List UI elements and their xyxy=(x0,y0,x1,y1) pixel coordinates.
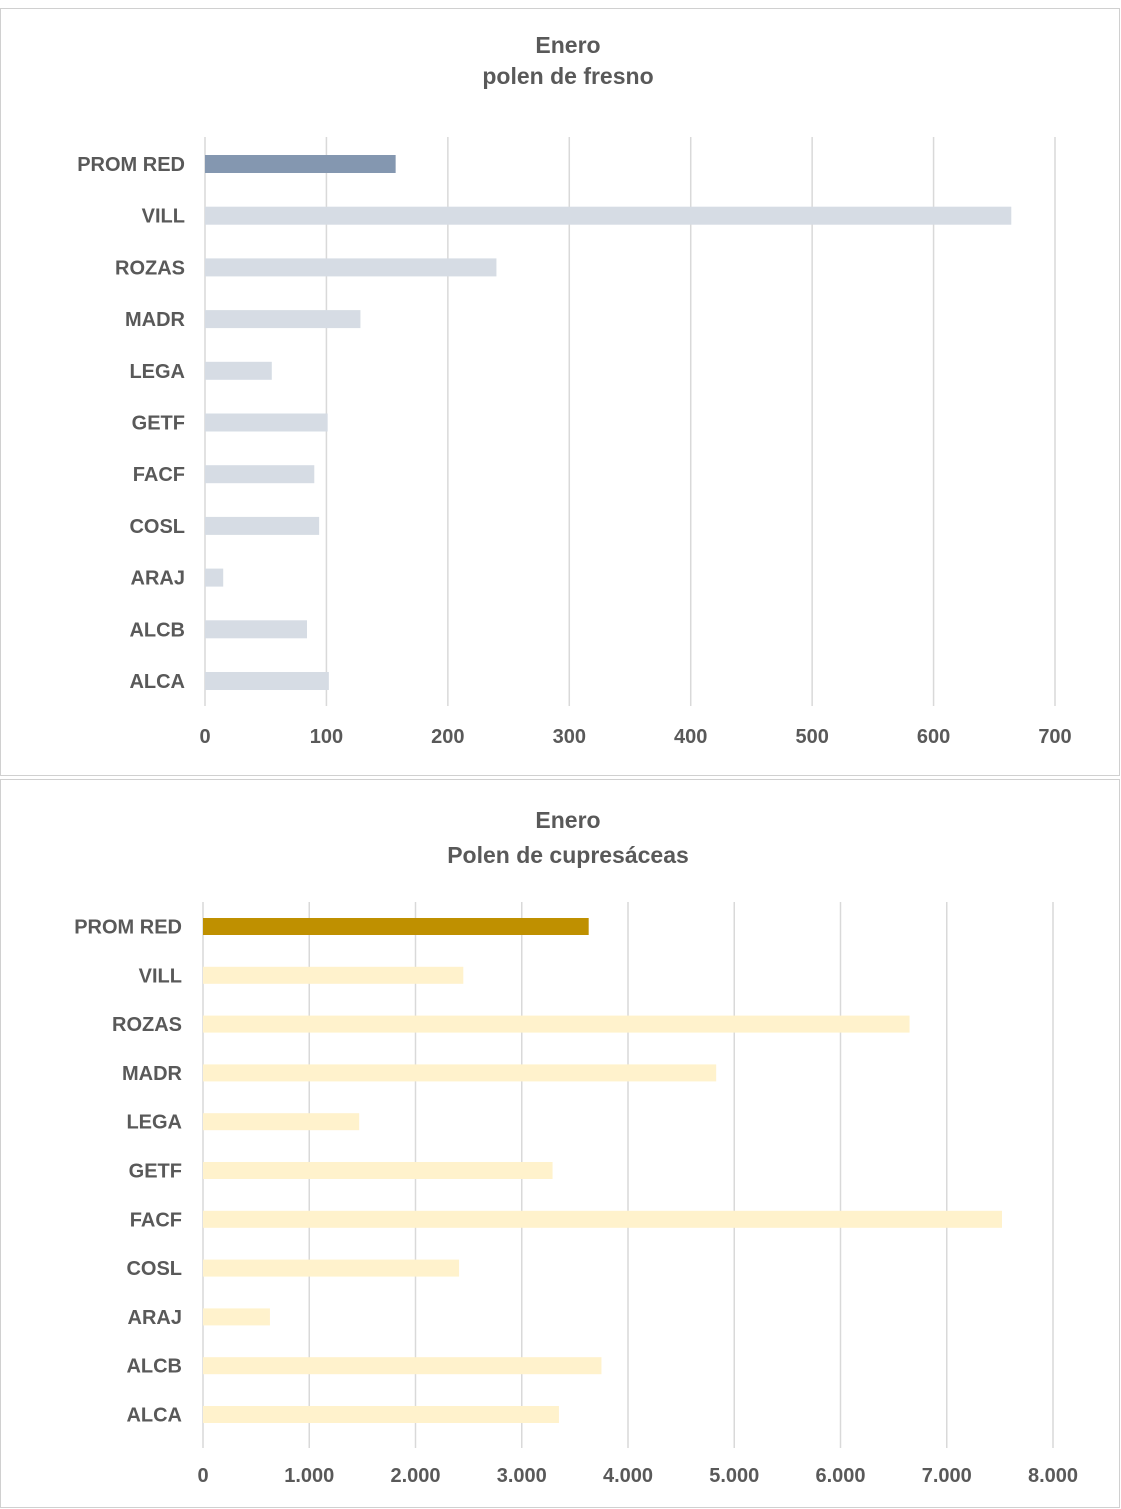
bar-vill xyxy=(205,206,1012,225)
bar-araj xyxy=(203,1308,270,1326)
bar-lega xyxy=(205,361,272,380)
category-label: FACF xyxy=(133,464,185,486)
x-tick-label: 6.000 xyxy=(815,1465,865,1487)
fresno-chart-panel: Enero polen de fresno PROM RED VILL ROZAS M… xyxy=(0,8,1120,776)
x-tick-label: 3.000 xyxy=(497,1465,547,1487)
bar-madr xyxy=(205,310,361,329)
category-label: MADR xyxy=(125,309,186,331)
chart-title-line2: polen de fresno xyxy=(482,63,653,89)
bar-getf xyxy=(205,413,328,432)
bars xyxy=(203,918,1002,1423)
category-label: ALCA xyxy=(129,671,185,693)
bar-prom-red xyxy=(205,155,396,173)
x-tick-label: 5.000 xyxy=(709,1465,759,1487)
category-label: ROZAS xyxy=(112,1014,182,1036)
category-label: GETF xyxy=(132,413,185,435)
category-label: LEGA xyxy=(129,361,185,383)
bar-madr xyxy=(203,1064,717,1082)
x-tick-label: 0 xyxy=(197,1465,208,1487)
bar-cosl xyxy=(205,516,320,535)
category-label: PROM RED xyxy=(74,917,182,939)
category-label: VILL xyxy=(142,206,185,228)
category-label: ALCB xyxy=(126,1356,182,1378)
x-tick-label: 400 xyxy=(674,726,707,748)
fresno-bar-chart: Enero polen de fresno PROM RED VILL ROZAS M… xyxy=(77,32,1071,748)
category-label: ALCB xyxy=(129,619,185,641)
bar-alcb xyxy=(203,1357,602,1375)
bar-facf xyxy=(203,1210,1002,1228)
x-tick-label: 8.000 xyxy=(1028,1465,1078,1487)
bar-alcb xyxy=(205,620,307,639)
chart-title-line1: Enero xyxy=(535,32,600,58)
bar-rozas xyxy=(203,1015,910,1033)
x-tick-label: 0 xyxy=(199,726,210,748)
x-tick-label: 2.000 xyxy=(390,1465,440,1487)
category-label: ROZAS xyxy=(115,257,185,279)
bar-prom-red xyxy=(203,918,589,935)
category-label: PROM RED xyxy=(77,154,185,176)
x-tick-label: 1.000 xyxy=(284,1465,334,1487)
x-tick-label: 7.000 xyxy=(922,1465,972,1487)
bar-alca xyxy=(205,672,329,690)
x-tick-label: 600 xyxy=(917,726,950,748)
bars xyxy=(205,155,1012,690)
category-label: VILL xyxy=(139,965,182,987)
bar-facf xyxy=(205,465,315,484)
category-label: COSL xyxy=(129,516,185,538)
x-tick-label: 700 xyxy=(1038,726,1071,748)
category-label: COSL xyxy=(126,1258,182,1280)
x-tick-label: 100 xyxy=(310,726,343,748)
bar-lega xyxy=(203,1113,360,1131)
category-label: FACF xyxy=(130,1209,182,1231)
bar-vill xyxy=(203,966,464,984)
bar-getf xyxy=(203,1162,553,1179)
bar-cosl xyxy=(203,1259,460,1277)
chart-title-line2: Polen de cupresáceas xyxy=(447,842,689,868)
gridlines xyxy=(204,137,1056,706)
category-label: ALCA xyxy=(126,1405,182,1427)
category-label: LEGA xyxy=(126,1112,182,1134)
cupresaceas-bar-chart: Enero Polen de cupresáceas PROM RED VILL R… xyxy=(74,807,1078,1487)
x-tick-label: 300 xyxy=(553,726,586,748)
bar-araj xyxy=(205,568,224,587)
category-label: ARAJ xyxy=(128,1307,182,1329)
chart-title-line1: Enero xyxy=(535,807,600,833)
bar-alca xyxy=(203,1406,559,1423)
category-label: MADR xyxy=(122,1063,183,1085)
category-label: GETF xyxy=(129,1161,182,1183)
x-tick-label: 200 xyxy=(431,726,464,748)
x-tick-label: 500 xyxy=(795,726,828,748)
category-label: ARAJ xyxy=(131,568,185,590)
bar-rozas xyxy=(205,258,497,277)
cupresaceas-chart-panel: Enero Polen de cupresáceas PROM RED VILL R… xyxy=(0,779,1120,1508)
x-tick-label: 4.000 xyxy=(603,1465,653,1487)
